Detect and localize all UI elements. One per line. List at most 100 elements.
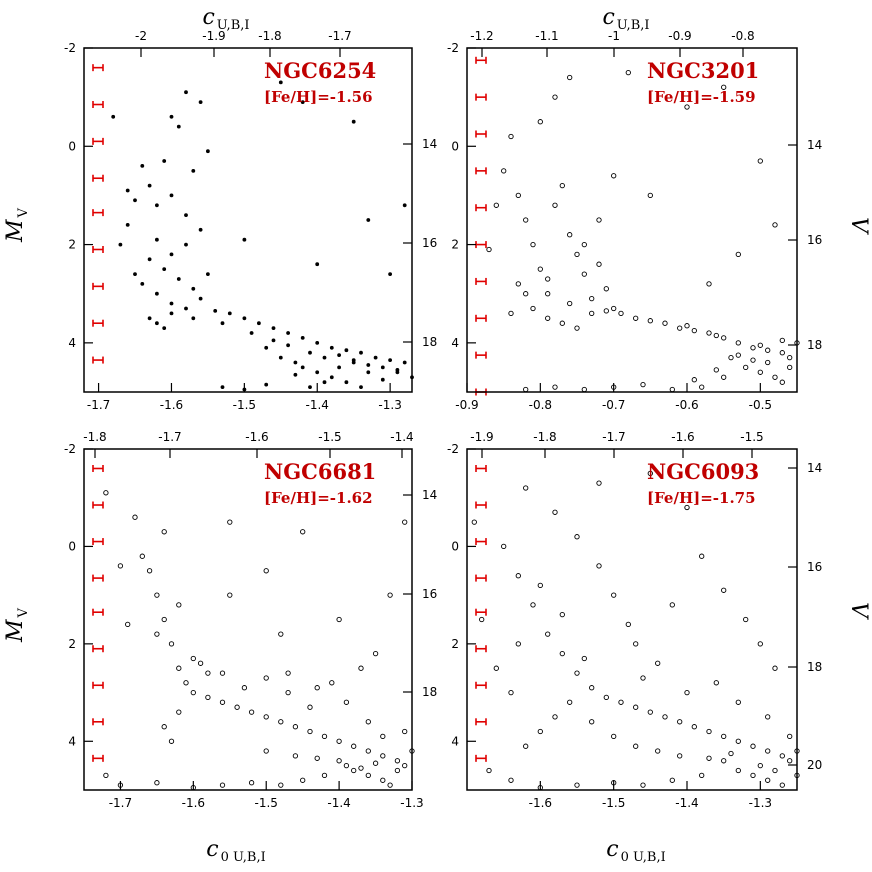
error-bar <box>92 137 104 145</box>
data-point <box>728 354 734 361</box>
data-point <box>366 370 371 375</box>
data-point <box>493 202 499 208</box>
error-bar <box>475 538 487 546</box>
x-tick-label: -1.6 <box>182 796 205 810</box>
data-point <box>706 755 712 761</box>
data-point <box>545 315 551 321</box>
top-tick-label: -1.6 <box>245 430 268 444</box>
error-bar <box>92 754 104 762</box>
top-tick-label: -1.5 <box>318 430 341 444</box>
data-point <box>162 326 167 331</box>
error-bar <box>92 319 104 327</box>
data-point <box>248 709 255 715</box>
top-tick-label: -1.6 <box>671 430 694 444</box>
data-point <box>508 310 514 317</box>
data-point <box>479 616 485 623</box>
data-point <box>132 514 138 520</box>
data-point <box>662 714 668 720</box>
data-point <box>537 728 543 735</box>
metallicity-label: [Fe/H]=-1.59 <box>647 88 756 106</box>
data-point <box>596 480 602 486</box>
data-point <box>263 748 269 754</box>
data-point <box>365 719 371 725</box>
data-point <box>721 587 727 593</box>
x-tick-label: -1.6 <box>160 398 183 412</box>
data-point <box>380 377 385 382</box>
data-point <box>402 360 407 365</box>
data-point <box>168 641 175 647</box>
data-point <box>567 232 573 238</box>
data-point <box>713 680 719 686</box>
x-tick-label: -1.7 <box>87 398 110 412</box>
error-bar <box>475 314 487 322</box>
right-axis-title-top: V <box>846 217 871 235</box>
data-point <box>197 660 204 666</box>
data-point <box>372 760 379 766</box>
data-point <box>372 650 379 657</box>
y-tick-label: 4 <box>451 336 459 350</box>
data-point <box>537 582 543 589</box>
error-bars <box>92 64 104 364</box>
data-point <box>721 758 727 764</box>
data-point <box>191 316 196 321</box>
error-bar <box>475 167 487 175</box>
plot-frame <box>466 47 798 393</box>
data-point <box>365 772 371 779</box>
data-point <box>765 359 771 366</box>
data-point <box>589 685 595 691</box>
data-point <box>589 719 595 725</box>
data-point <box>611 733 617 740</box>
data-point <box>486 767 492 774</box>
data-point <box>699 553 705 559</box>
data-point <box>530 305 536 312</box>
data-point <box>387 592 393 598</box>
svg-text:MV: MV <box>3 607 31 643</box>
data-point <box>655 748 661 754</box>
data-point <box>154 631 160 637</box>
data-point <box>366 363 371 367</box>
data-point <box>684 689 690 696</box>
error-bar <box>92 718 104 726</box>
data-point <box>677 753 683 759</box>
data-point <box>147 316 152 321</box>
data-point <box>365 748 371 754</box>
data-point <box>329 345 334 350</box>
data-point <box>111 114 116 119</box>
data-point <box>706 281 712 287</box>
data-point <box>691 724 697 730</box>
svg-text:V: V <box>846 602 871 620</box>
data-point <box>772 665 778 671</box>
data-point <box>669 777 675 783</box>
data-point <box>176 709 182 715</box>
data-point <box>271 326 276 331</box>
data-point <box>292 724 299 730</box>
svg-text:c0 U,B,I: c0 U,B,I <box>606 837 665 865</box>
data-point <box>133 272 137 277</box>
data-point <box>537 266 543 272</box>
error-bar <box>92 101 104 109</box>
data-point <box>140 163 145 168</box>
top-tick-label: -1.1 <box>535 29 558 43</box>
data-point <box>765 748 771 754</box>
data-point <box>118 242 123 247</box>
data-point <box>293 360 298 365</box>
error-bar <box>475 464 487 472</box>
data-point <box>735 340 741 346</box>
data-point <box>314 755 320 761</box>
data-point <box>750 357 756 363</box>
data-point <box>205 272 210 277</box>
data-point <box>278 782 284 788</box>
data-point <box>242 316 247 321</box>
data-point <box>471 519 477 525</box>
data-point <box>559 320 565 326</box>
panel-ngc6093: -1.6 -1.5 -1.4 -1.3 -1.9 -1.8 -1.7 -1.6 -1.5 -2 0 2… <box>447 430 822 810</box>
data-point <box>388 272 393 277</box>
right-tick-label: 14 <box>807 461 822 475</box>
right-tick-label: 16 <box>422 587 437 601</box>
data-point <box>779 337 785 344</box>
x-tick-label: -1.4 <box>327 796 350 810</box>
data-point <box>351 767 357 774</box>
data-point <box>581 655 587 662</box>
data-point <box>315 370 320 375</box>
